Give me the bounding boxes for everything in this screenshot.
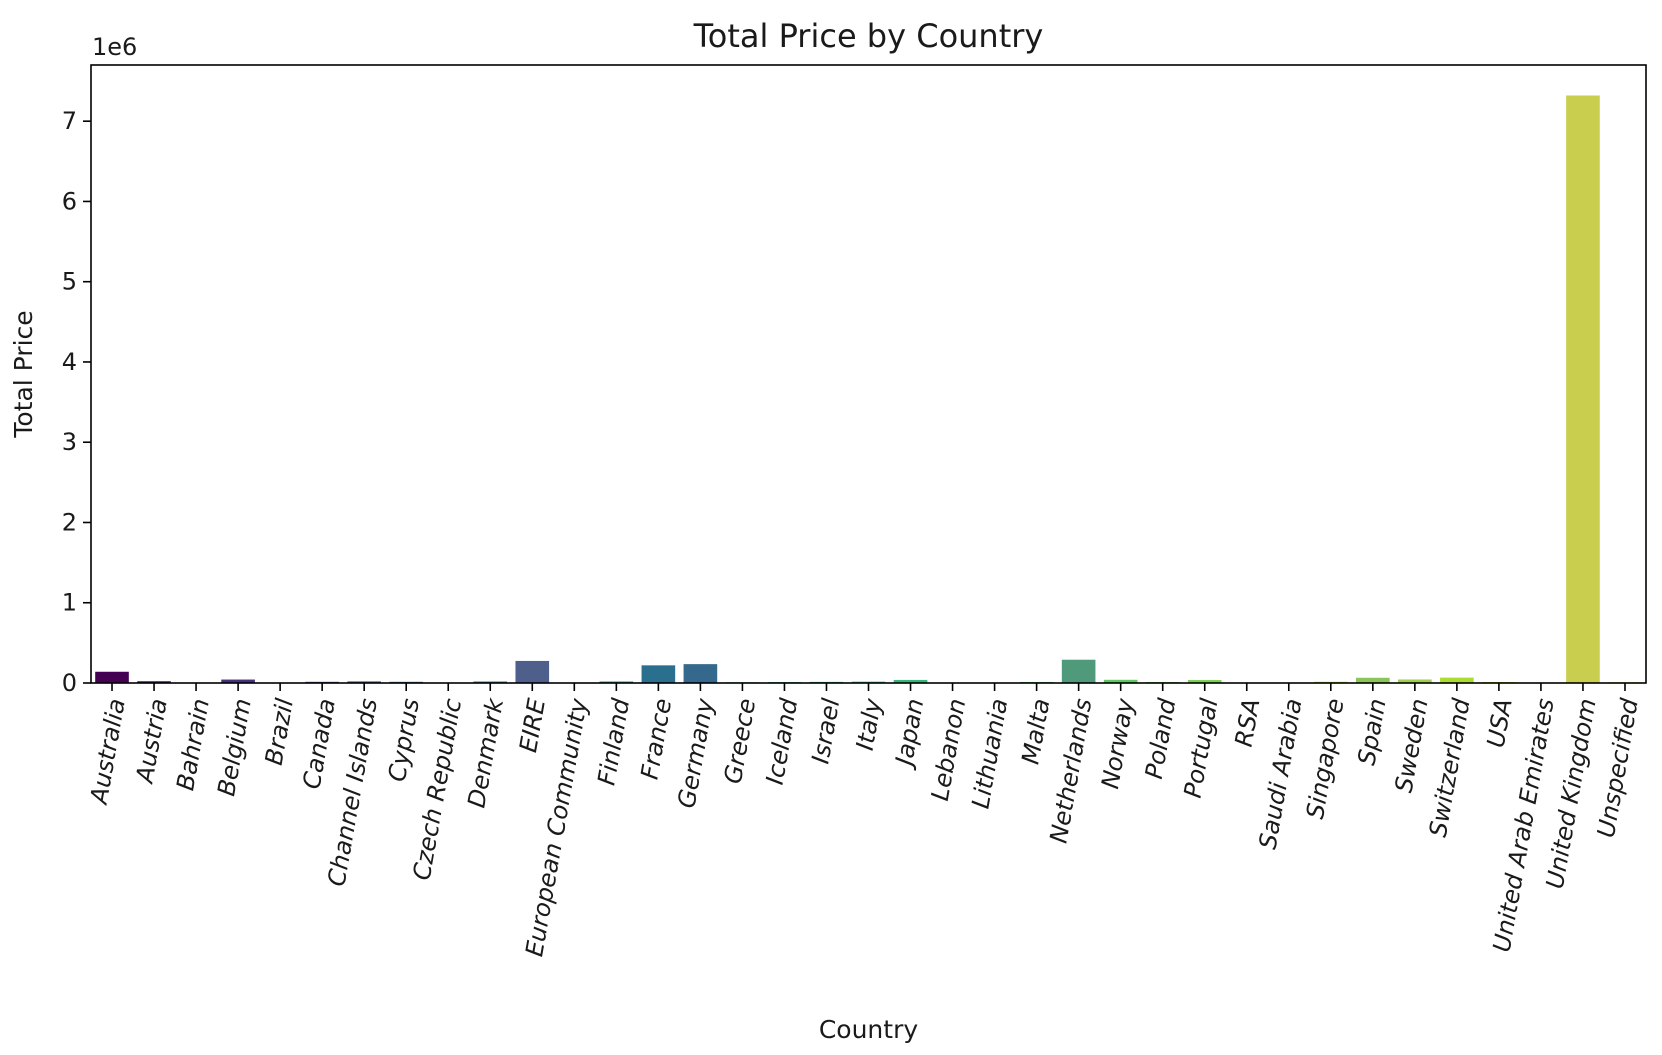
x-tick-label: Israel <box>806 696 845 766</box>
bar-eire <box>515 661 549 683</box>
x-tick-label: Germany <box>672 696 719 811</box>
y-axis: 0 1 2 3 4 5 6 7 <box>62 107 91 697</box>
x-tick-label: RSA <box>1230 696 1266 748</box>
x-tick-label: Poland <box>1140 696 1182 781</box>
x-tick-label: Greece <box>719 696 762 786</box>
x-tick-label: Australia <box>84 696 130 807</box>
y-tick-label: 5 <box>62 268 77 296</box>
x-tick-label: Belgium <box>212 696 257 798</box>
x-tick-label: Portugal <box>1179 696 1224 800</box>
bar-germany <box>684 664 718 683</box>
x-tick-label: EIRE <box>514 696 551 755</box>
x-tick-label: Malta <box>1016 696 1055 766</box>
x-tick-label: Finland <box>592 696 635 788</box>
chart-title: Total Price by Country <box>693 17 1044 55</box>
y-tick-label: 2 <box>62 508 77 536</box>
x-tick-label: France <box>635 696 677 781</box>
x-tick-label: Unspecified <box>1592 696 1644 840</box>
x-tick-label: Singapore <box>1301 696 1350 821</box>
x-axis-label: Country <box>819 1015 919 1044</box>
y-tick-label: 4 <box>62 348 77 376</box>
x-tick-label: Canada <box>298 696 341 791</box>
x-tick-label: Brazil <box>260 696 299 767</box>
y-tick-label: 6 <box>62 187 77 215</box>
x-tick-label: Japan <box>889 696 929 771</box>
bars-group <box>95 96 1642 684</box>
bar-australia <box>95 672 129 683</box>
x-tick-label: Iceland <box>761 696 804 787</box>
x-tick-label: Lithuania <box>967 696 1014 810</box>
y-tick-label: 3 <box>62 428 77 456</box>
bar-switzerland <box>1440 678 1474 683</box>
x-tick-label: Netherlands <box>1044 696 1097 845</box>
bar-netherlands <box>1062 660 1096 683</box>
x-tick-label: Norway <box>1096 696 1140 791</box>
y-tick-label: 0 <box>62 669 77 697</box>
bar-united-kingdom <box>1566 96 1600 684</box>
y-tick-label: 1 <box>62 589 77 617</box>
x-tick-label: Denmark <box>462 695 509 810</box>
x-tick-label: Italy <box>851 696 888 753</box>
plot-frame <box>91 65 1646 683</box>
x-tick-label: Lebanon <box>926 696 971 802</box>
bar-france <box>642 665 676 683</box>
x-tick-label: Sweden <box>1390 696 1434 794</box>
x-tick-label: Cyprus <box>383 696 425 783</box>
x-tick-label: Bahrain <box>171 696 215 792</box>
x-tick-label: USA <box>1482 696 1518 749</box>
x-tick-label: Spain <box>1352 696 1391 767</box>
x-tick-label: Switzerland <box>1424 696 1476 839</box>
y-axis-offset-label: 1e6 <box>92 33 137 61</box>
x-tick-label: Austria <box>130 696 173 786</box>
y-tick-label: 7 <box>62 107 77 135</box>
y-axis-label: Total Price <box>9 310 38 438</box>
